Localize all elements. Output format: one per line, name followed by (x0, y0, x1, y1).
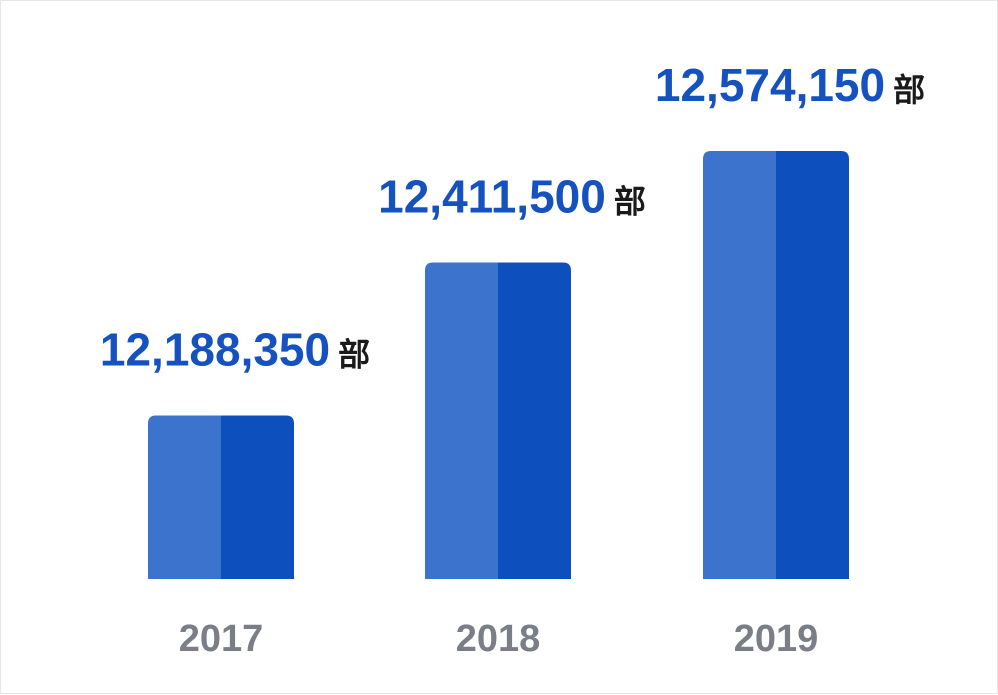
bar-right-half (221, 415, 294, 579)
bar-left-half (425, 262, 498, 579)
value-unit: 部 (614, 183, 646, 221)
bar-value-label: 12,574,150 部 (655, 59, 925, 111)
category-label: 2017 (179, 618, 264, 660)
bar-group-2017: 12,188,350 部 2017 (100, 324, 370, 660)
bar-right-half (498, 262, 571, 579)
value-unit: 部 (893, 71, 925, 109)
category-label: 2018 (456, 618, 541, 660)
bar-right-half (776, 151, 849, 579)
bar-value-label: 12,188,350 部 (100, 324, 370, 376)
value-number: 12,411,500 (378, 171, 606, 223)
bar-left-half (703, 151, 776, 579)
bar-value-label: 12,411,500 部 (378, 171, 646, 223)
category-label: 2019 (734, 618, 819, 660)
bar-group-2018: 12,411,500 部 2018 (378, 171, 646, 660)
bar-group-2019: 12,574,150 部 2019 (655, 59, 925, 660)
bar-left-half (148, 415, 221, 579)
value-number: 12,188,350 (100, 324, 330, 376)
value-unit: 部 (338, 336, 370, 374)
value-number: 12,574,150 (655, 59, 885, 111)
